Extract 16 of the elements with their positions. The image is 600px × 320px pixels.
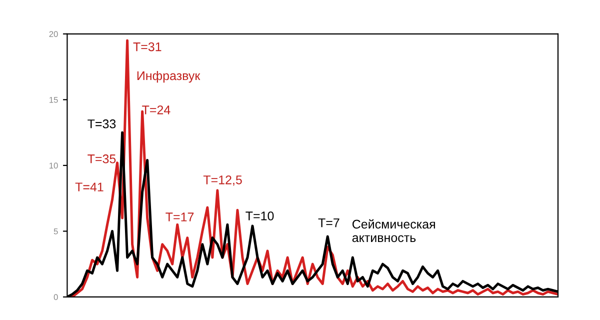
annotation: T=7 <box>318 218 340 228</box>
y-tick-label: 5 <box>54 228 58 234</box>
annotation: T=31 <box>133 42 162 52</box>
annotation: T=12,5 <box>203 175 242 186</box>
y-tick-label: 20 <box>49 31 58 38</box>
annotation: T=24 <box>142 105 170 114</box>
annotation: Инфразвук <box>137 70 200 83</box>
annotation: T=17 <box>166 212 194 222</box>
y-tick-label: 0 <box>54 294 58 300</box>
annotation: T=35 <box>88 154 116 164</box>
y-tick-label: 10 <box>50 162 58 169</box>
annotation: Сейсмическая активность <box>352 219 435 242</box>
annotation: T=10 <box>246 212 274 220</box>
annotation: T=33 <box>88 119 116 128</box>
annotation: T=41 <box>75 182 104 192</box>
y-tick-label: 15 <box>50 96 58 103</box>
